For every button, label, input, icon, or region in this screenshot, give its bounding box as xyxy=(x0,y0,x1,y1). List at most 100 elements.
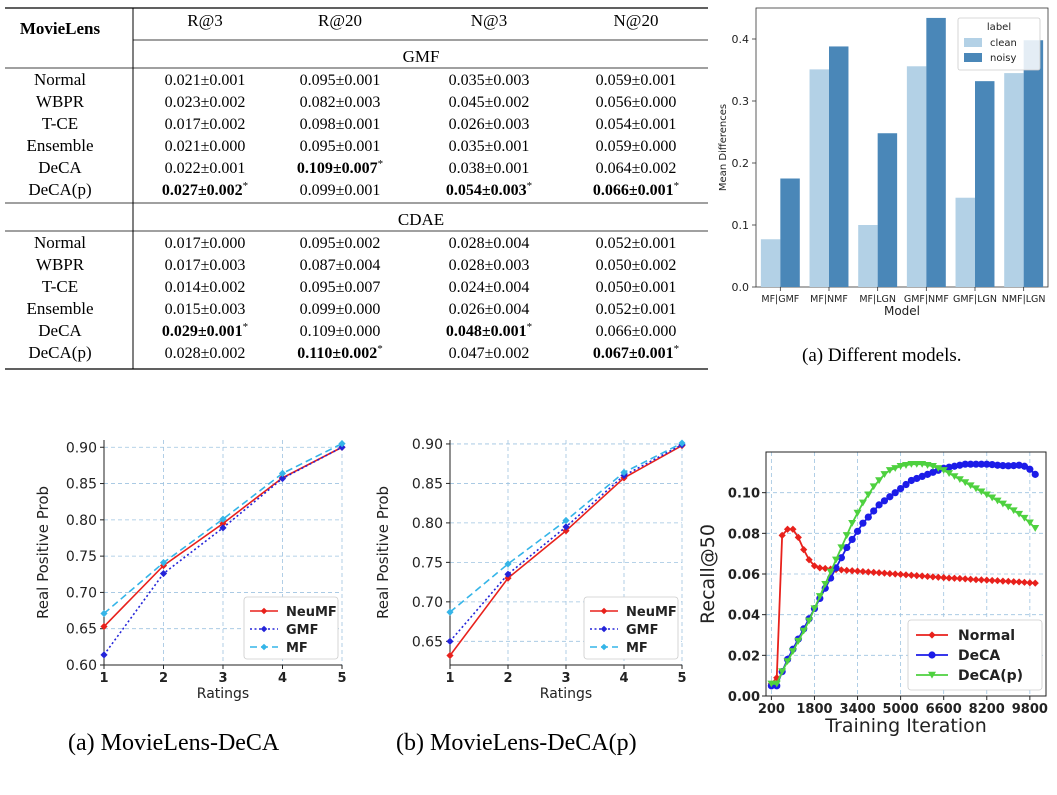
data-point-NeuMF xyxy=(562,527,570,535)
x-tick-label: MF|GMF xyxy=(761,294,799,305)
data-point-NeuMF xyxy=(504,574,512,582)
bar-noisy xyxy=(975,81,995,287)
table-cell: 0.038±0.001 xyxy=(449,160,530,177)
data-point-DeCA(p) xyxy=(966,482,975,490)
y-tick-label: 0.08 xyxy=(728,527,760,542)
table-cell: 0.054±0.003* xyxy=(446,180,532,199)
data-point-DeCA(p) xyxy=(794,637,803,645)
y-axis-label: Recall@50 xyxy=(697,524,719,624)
table-cell: 0.082±0.003 xyxy=(300,94,381,111)
table-cell: 0.045±0.002 xyxy=(449,94,530,111)
legend-label-NeuMF: NeuMF xyxy=(286,605,337,620)
data-point-MF xyxy=(678,439,686,447)
x-tick-label: 2 xyxy=(503,671,512,686)
table-cell: 0.067±0.001* xyxy=(593,343,679,362)
data-point-Normal xyxy=(1026,579,1034,587)
data-point-Normal xyxy=(891,570,899,578)
legend-label-MF: MF xyxy=(286,641,308,656)
table-row-method: Normal xyxy=(34,233,86,252)
data-point-DeCA(p) xyxy=(939,467,948,474)
table-row-method: DeCA xyxy=(38,158,82,177)
data-point-Normal xyxy=(1020,578,1029,586)
y-tick-label: 0.90 xyxy=(66,440,97,456)
data-point-DeCA(p) xyxy=(842,532,851,539)
data-point-DeCA xyxy=(945,463,953,471)
table-column-header: R@20 xyxy=(318,11,362,30)
table-cell: 0.028±0.002 xyxy=(165,345,246,362)
x-tick-label: 1 xyxy=(445,671,454,686)
data-point-DeCA(p) xyxy=(961,479,970,487)
x-axis-label: Training Iteration xyxy=(824,715,987,737)
data-point-DeCA(p) xyxy=(955,476,964,484)
data-point-DeCA(p) xyxy=(1025,519,1034,527)
results-table-grid: MovieLens R@3 R@20 N@3 N@20 GMF Normal 0.021±0.… xyxy=(5,7,708,370)
table-row-method: DeCA(p) xyxy=(28,180,91,199)
significance-star: * xyxy=(378,158,384,170)
data-point-Normal xyxy=(800,546,808,554)
legend-label-DeCA: DeCA xyxy=(958,648,1000,664)
table-row-method: Ensemble xyxy=(26,136,93,155)
data-point-DeCA xyxy=(1015,461,1023,469)
table-row-method: T-CE xyxy=(42,114,78,133)
table-row-method: DeCA(p) xyxy=(28,343,91,362)
x-tick-label: GMF|LGN xyxy=(953,294,997,305)
x-tick-label: 5 xyxy=(337,671,346,686)
bar-clean xyxy=(809,69,829,287)
data-point-DeCA(p) xyxy=(972,485,980,493)
bar-clean xyxy=(1004,73,1024,287)
table-cell: 0.066±0.001* xyxy=(593,180,679,199)
data-point-MF xyxy=(620,468,628,476)
table-cell: 0.099±0.001 xyxy=(300,182,381,199)
data-point-DeCA xyxy=(880,497,889,505)
data-point-Normal xyxy=(1031,579,1039,587)
data-point-DeCA xyxy=(977,460,985,468)
x-tick-label: 3 xyxy=(218,671,227,686)
data-point-MF xyxy=(278,469,287,477)
y-tick-label: 0.3 xyxy=(732,95,750,108)
caption-different-models: (a) Different models. xyxy=(802,345,962,366)
data-point-Normal xyxy=(923,572,932,581)
table-cell: 0.095±0.007 xyxy=(300,279,381,296)
bar-noisy xyxy=(1023,40,1044,287)
data-point-DeCA xyxy=(972,460,980,468)
legend-label-noisy: noisy xyxy=(990,53,1016,64)
data-point-DeCA(p) xyxy=(912,461,921,468)
table-cell: 0.050±0.001 xyxy=(596,279,677,296)
table-cell: 0.099±0.000 xyxy=(300,301,381,318)
data-point-DeCA xyxy=(832,564,840,572)
data-point-DeCA(p) xyxy=(875,477,884,485)
data-point-DeCA xyxy=(875,501,883,509)
data-point-DeCA(p) xyxy=(864,491,873,499)
data-point-NeuMF xyxy=(219,519,227,528)
bar-chart-model-differences: 0.0 0.1 0.2 0.3 0.4 MF|GMF MF|NMF MF|LGN GMF|NMF… xyxy=(718,7,1049,318)
x-tick-label: 200 xyxy=(758,702,785,717)
data-point-DeCA xyxy=(1026,465,1034,473)
legend-box xyxy=(907,619,1043,691)
table-cell: 0.052±0.001 xyxy=(596,301,677,318)
data-point-DeCA(p) xyxy=(928,463,937,470)
y-tick-label: 0.60 xyxy=(66,658,97,674)
data-point-DeCA(p) xyxy=(869,483,878,491)
y-tick-label: 0.06 xyxy=(728,568,760,583)
x-tick-label: MF|LGN xyxy=(859,294,896,305)
y-axis-label: Mean Differences xyxy=(718,104,729,191)
data-point-DeCA(p) xyxy=(950,473,959,480)
x-axis-label: Ratings xyxy=(540,686,592,702)
y-tick-label: 0.04 xyxy=(728,609,760,624)
data-point-DeCA(p) xyxy=(799,627,808,635)
x-tick-label: 3 xyxy=(561,671,570,686)
data-point-DeCA xyxy=(956,461,964,469)
data-point-DeCA(p) xyxy=(880,471,889,478)
data-point-GMF xyxy=(504,570,512,578)
legend-label-GMF: GMF xyxy=(286,623,319,638)
table-cell: 0.109±0.007* xyxy=(297,158,383,177)
bar-noisy xyxy=(877,133,898,287)
data-point-DeCA(p) xyxy=(767,680,776,688)
x-tick-label: 6600 xyxy=(926,702,962,717)
data-point-DeCA xyxy=(1031,470,1039,478)
bar-noisy xyxy=(926,17,946,287)
legend-label-DeCA(p): DeCA(p) xyxy=(958,668,1023,684)
data-point-DeCA xyxy=(967,460,975,468)
table-cell: 0.056±0.000 xyxy=(596,94,677,111)
table-cell: 0.048±0.001* xyxy=(446,321,532,340)
